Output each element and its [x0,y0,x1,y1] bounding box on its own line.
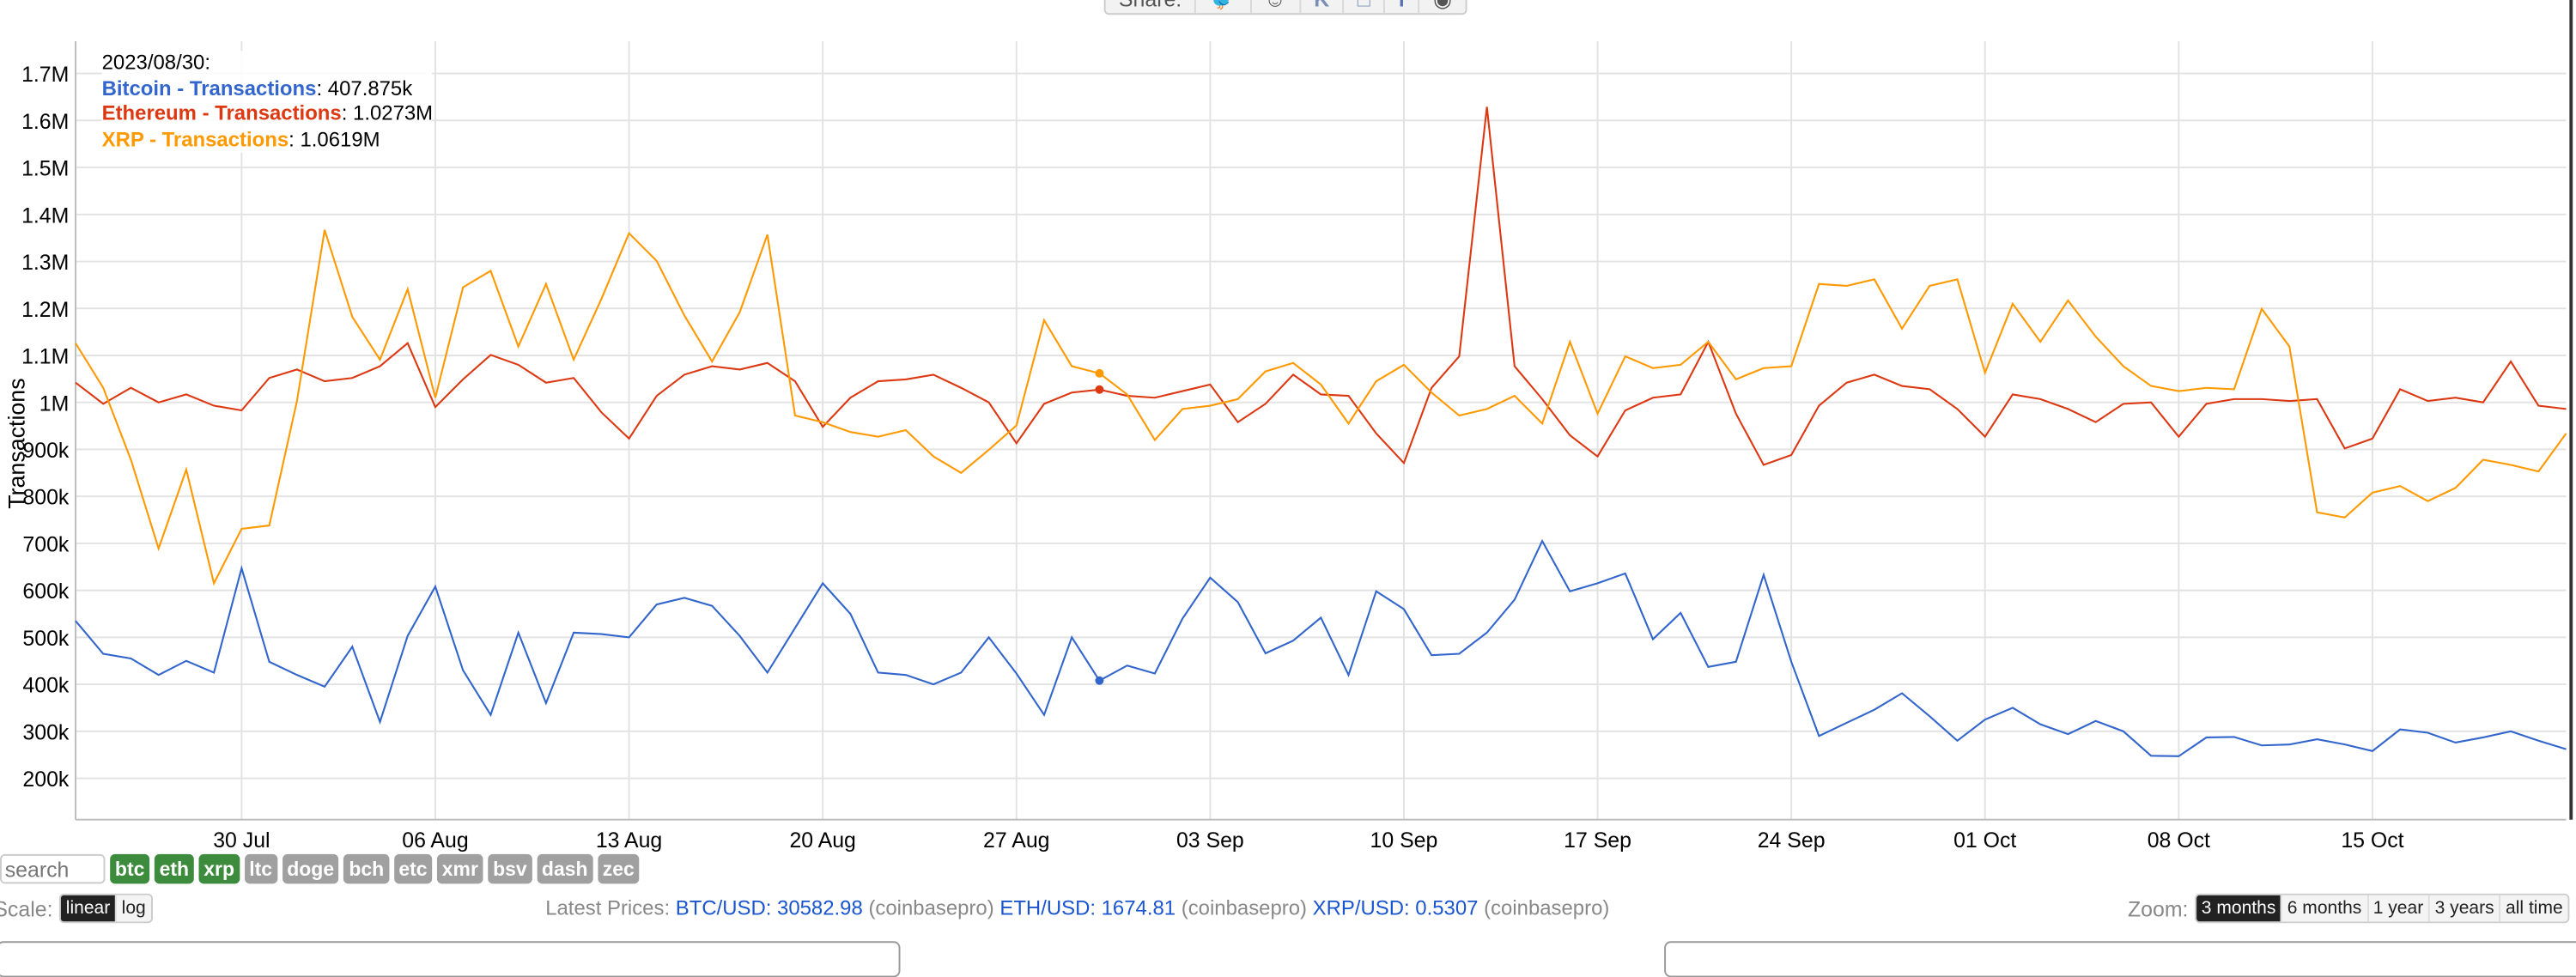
y-tick-label: 500k [22,627,69,651]
transactions-chart[interactable]: 200k 300k 400k 500k 600k 700k 800k 900k 1M 1.1M 1.… [0,0,2576,854]
x-tick-label: 17 Sep [1564,828,1631,853]
y-tick-label: 600k [22,580,69,604]
coin-chip-etc[interactable]: etc [393,853,433,884]
latest-prices: Latest Prices: BTC/USD: 30582.98 (coinba… [545,896,1610,920]
x-tick-label: 20 Aug [789,828,855,853]
coin-chip-bch[interactable]: bch [343,853,389,884]
series-line-xrp [75,229,2567,586]
coin-chip-xrp[interactable]: xrp [198,853,240,884]
y-tick-label: 900k [22,439,69,463]
zoom-all-time-button[interactable]: all time [2499,895,2568,922]
eth-price[interactable]: ETH/USD: 1674.81 [999,896,1176,920]
coin-chip-xmr[interactable]: xmr [437,853,483,884]
y-axis-label: Transactions [3,378,30,509]
tooltip-row-eth: Ethereum - Transactions: 1.0273M [101,101,434,125]
highlight-point [1095,368,1104,378]
twitter-icon[interactable]: 🐦 [1194,0,1249,14]
y-tick-label: 1.5M [21,157,69,181]
reddit-icon[interactable]: ☺ [1249,0,1299,14]
scale-linear-button[interactable]: linear [61,895,116,922]
eye-icon[interactable]: ◉ [1418,0,1465,14]
y-tick-label: 400k [22,674,69,698]
vk-icon[interactable]: K [1298,0,1342,14]
highlight-point [1095,385,1104,394]
x-tick-label: 08 Oct [2148,828,2210,853]
y-tick-label: 1M [39,391,70,416]
y-tick-label: 300k [22,720,69,744]
y-tick-label: 700k [22,532,69,556]
left-panel [0,941,901,977]
zoom-3-months-button[interactable]: 3 months [2196,895,2281,922]
y-tick-label: 1.1M [21,345,69,369]
zoom-6-months-button[interactable]: 6 months [2281,895,2367,922]
coin-chip-dash[interactable]: dash [537,853,593,884]
zoom-3-years-button[interactable]: 3 years [2427,895,2500,922]
series-line-btc [75,538,2567,757]
tooltip-date: 2023/08/30: [101,51,210,75]
facebook-icon[interactable]: f [1383,0,1419,14]
btc-price[interactable]: BTC/USD: 30582.98 [675,896,863,920]
x-tick-label: 01 Oct [1953,828,2016,853]
coin-chip-btc[interactable]: btc [110,853,150,884]
tooltip-row-xrp: XRP - Transactions: 1.0619M [101,127,380,151]
coin-chip-bsv[interactable]: bsv [488,853,532,884]
x-tick-label: 15 Oct [2341,828,2403,853]
zoom-label: Zoom: [2127,895,2189,921]
y-tick-label: 1.7M [21,63,69,87]
coin-chip-zec[interactable]: zec [598,853,640,884]
zoom-1-year-button[interactable]: 1 year [2366,895,2428,922]
x-tick-label: 03 Sep [1176,828,1244,853]
scale-label: Scale: [0,895,53,921]
x-tick-label: 30 Jul [213,828,270,853]
zoom-control: Zoom: 3 months 6 months 1 year 3 years all t… [2127,893,2570,924]
y-tick-label: 1.6M [21,110,69,134]
scale-log-button[interactable]: log [115,895,151,922]
xrp-price[interactable]: XRP/USD: 0.5307 [1312,896,1479,920]
right-panel [1664,941,2576,977]
coin-chip-doge[interactable]: doge [282,853,339,884]
x-tick-label: 06 Aug [402,828,468,853]
clipboard-icon[interactable]: □ [1342,0,1383,14]
tooltip-row-btc: Bitcoin - Transactions: 407.875k [101,76,413,100]
x-tick-label: 10 Sep [1370,828,1438,853]
coin-chip-ltc[interactable]: ltc [244,853,277,884]
y-tick-label: 200k [22,768,69,792]
share-label: Share: [1106,0,1195,13]
y-tick-label: 1.4M [21,203,69,228]
share-bar: Share: 🐦 ☺ K □ f ◉ [1103,0,1467,15]
tooltip: 2023/08/30: Bitcoin - Transactions: 407.… [101,51,434,153]
highlight-point [1095,676,1104,685]
x-tick-label: 27 Aug [983,828,1049,853]
x-tick-label: 13 Aug [596,828,662,853]
search-input[interactable] [0,853,106,884]
coin-chip-eth[interactable]: eth [154,853,194,884]
scale-control: Scale: linear log [0,893,153,924]
x-tick-label: 24 Sep [1758,828,1826,853]
y-tick-label: 1.3M [21,251,69,275]
series-line-eth [75,106,2567,466]
y-tick-label: 1.2M [21,298,69,322]
y-tick-label: 800k [22,486,69,510]
